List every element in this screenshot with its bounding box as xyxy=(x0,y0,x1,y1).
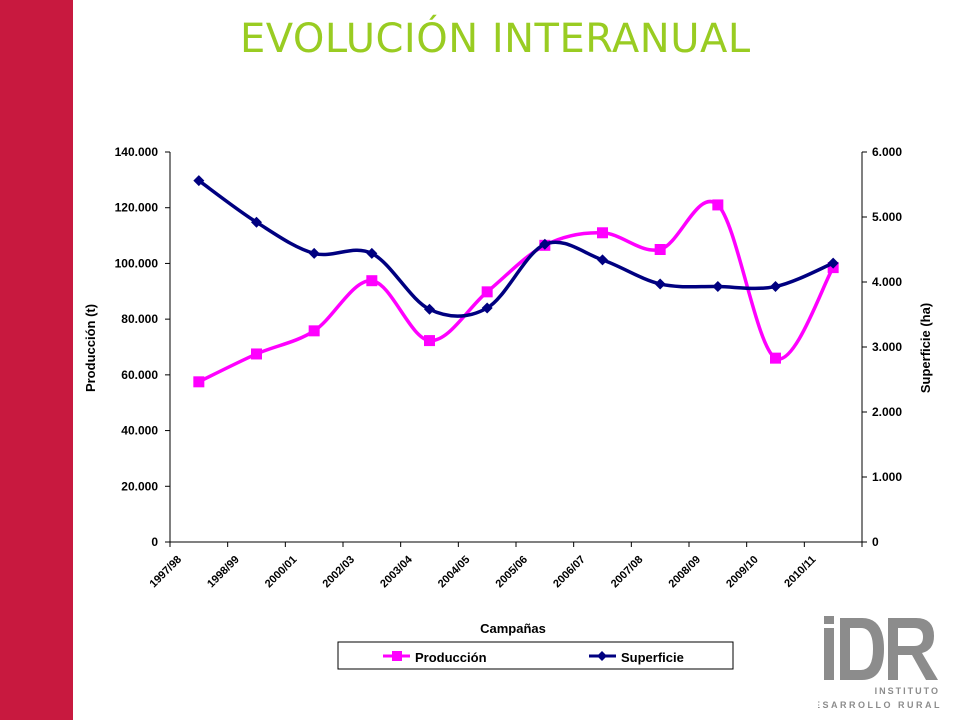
y-left-tick-label: 40.000 xyxy=(121,424,158,438)
y-right-tick-label: 4.000 xyxy=(872,275,902,289)
y-left-tick-label: 0 xyxy=(151,535,158,549)
data-point-produccion xyxy=(193,376,205,388)
data-point-superficie xyxy=(481,302,493,314)
x-tick-label: 1997/98 xyxy=(148,554,185,591)
x-tick-label: 2010/11 xyxy=(782,554,818,590)
legend-label-produccion: Producción xyxy=(415,650,487,665)
sidebar-accent-bar xyxy=(0,0,73,720)
x-tick-label: 2002/03 xyxy=(321,554,358,591)
data-point-superficie xyxy=(827,257,839,269)
x-tick-label: 2003/04 xyxy=(378,553,415,590)
legend: Producción Superficie xyxy=(337,641,734,670)
data-point-superficie xyxy=(770,281,781,293)
y-left-tick-label: 120.000 xyxy=(115,201,159,215)
legend-label-superficie: Superficie xyxy=(621,650,684,665)
y-left-tick-label: 80.000 xyxy=(121,312,158,326)
data-point-produccion xyxy=(251,348,262,360)
data-point-produccion xyxy=(424,335,435,347)
data-point-produccion xyxy=(308,325,320,337)
data-point-superficie xyxy=(539,238,551,250)
x-tick-label: 2007/08 xyxy=(609,554,646,591)
slide-title: EVOLUCIÓN INTERANUAL xyxy=(240,16,751,62)
data-point-produccion xyxy=(366,275,378,287)
data-point-superficie xyxy=(597,254,608,266)
idr-logo: INSTITUTO DESARROLLO RURAL xyxy=(818,616,942,710)
data-point-produccion xyxy=(597,227,608,239)
y-right-tick-label: 1.000 xyxy=(872,470,902,484)
y-axis-left-label: Producción (t) xyxy=(83,304,98,392)
x-tick-label: 2006/07 xyxy=(551,554,588,591)
y-left-tick-label: 20.000 xyxy=(121,479,158,493)
y-right-tick-label: 6.000 xyxy=(872,145,902,159)
y-left-tick-label: 140.000 xyxy=(115,145,159,159)
x-tick-label: 2009/10 xyxy=(724,554,761,591)
data-point-produccion xyxy=(712,199,724,211)
legend-marker-produccion xyxy=(392,651,402,661)
y-right-tick-label: 5.000 xyxy=(872,210,902,224)
x-tick-label: 1998/99 xyxy=(205,554,242,591)
data-point-superficie xyxy=(366,247,378,259)
legend-marker-superficie xyxy=(597,651,607,661)
data-point-superficie xyxy=(424,303,435,315)
logo-text-line2: DESARROLLO RURAL xyxy=(818,700,942,710)
data-point-superficie xyxy=(193,175,205,187)
data-point-superficie xyxy=(308,247,320,259)
y-right-tick-label: 2.000 xyxy=(872,405,902,419)
x-tick-label: 2005/06 xyxy=(494,554,531,591)
x-tick-label: 2000/01 xyxy=(263,554,300,591)
x-tick-label: 2008/09 xyxy=(667,554,704,591)
data-point-produccion xyxy=(481,286,493,298)
y-axis-right-label: Superficie (ha) xyxy=(918,303,933,393)
y-right-tick-label: 3.000 xyxy=(872,340,902,354)
y-left-tick-label: 100.000 xyxy=(115,256,159,270)
data-point-superficie xyxy=(712,281,724,293)
data-point-produccion xyxy=(770,352,781,364)
data-point-produccion xyxy=(654,244,666,255)
y-right-tick-label: 0 xyxy=(872,535,879,549)
x-axis-label: Campañas xyxy=(480,621,546,636)
series-line-0 xyxy=(198,200,835,384)
x-tick-label: 2004/05 xyxy=(436,554,473,591)
logo-text-line1: INSTITUTO xyxy=(875,686,940,696)
data-point-superficie xyxy=(251,216,262,228)
y-left-tick-label: 60.000 xyxy=(121,368,158,382)
data-point-superficie xyxy=(654,278,666,290)
